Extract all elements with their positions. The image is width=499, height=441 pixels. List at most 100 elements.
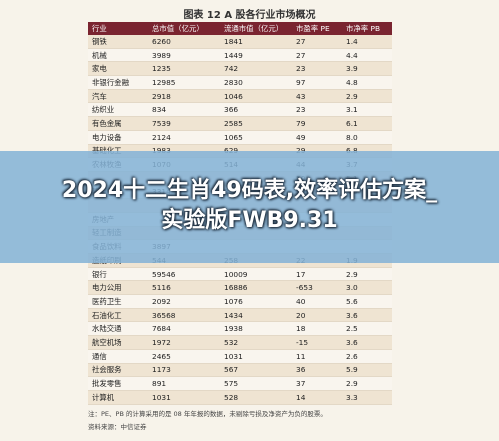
table-cell: 计算机 bbox=[88, 390, 148, 405]
table-cell: 3.1 bbox=[342, 102, 392, 117]
table-cell: 2092 bbox=[148, 294, 220, 309]
table-cell: 钢铁 bbox=[88, 35, 148, 49]
table-row: 电力设备 2124 1065 49 8.0 bbox=[88, 130, 392, 144]
table-cell: 1938 bbox=[220, 321, 292, 336]
table-cell: 3.0 bbox=[342, 280, 392, 295]
table-row: 非银行金融 12985 2830 97 4.8 bbox=[88, 75, 392, 90]
table-cell: 366 bbox=[220, 102, 292, 117]
table-cell: 2124 bbox=[148, 130, 220, 144]
table-cell: 2.9 bbox=[342, 376, 392, 391]
table-row: 银行 59546 10009 17 2.9 bbox=[88, 267, 392, 281]
table-cell: 3.6 bbox=[342, 335, 392, 350]
table-cell: 532 bbox=[220, 335, 292, 350]
table-cell: 1031 bbox=[148, 390, 220, 405]
header-float-cap: 流通市值（亿元） bbox=[220, 22, 292, 35]
table-row: 医药卫生 2092 1076 40 5.6 bbox=[88, 294, 392, 309]
table-row: 通信 2465 1031 11 2.6 bbox=[88, 349, 392, 363]
header-total-cap: 总市值（亿元） bbox=[148, 22, 220, 35]
header-pe: 市盈率 PE bbox=[292, 22, 342, 35]
table-cell: 2830 bbox=[220, 75, 292, 90]
table-cell: 43 bbox=[292, 89, 342, 103]
table-note: 注：PE、PB 的计算采用的是 08 年年报的数据，未剔除亏损及净资产为负的股票… bbox=[88, 410, 327, 418]
table-cell: 5.6 bbox=[342, 294, 392, 309]
table-cell: 5116 bbox=[148, 280, 220, 295]
table-cell: 6260 bbox=[148, 35, 220, 49]
table-cell: 社会服务 bbox=[88, 363, 148, 377]
table-cell: 机械 bbox=[88, 48, 148, 62]
table-cell: 528 bbox=[220, 390, 292, 405]
table-row: 钢铁 6260 1841 27 1.4 bbox=[88, 35, 392, 49]
table-cell: 2.9 bbox=[342, 89, 392, 103]
table-cell: 2.5 bbox=[342, 321, 392, 336]
table-cell: 742 bbox=[220, 61, 292, 76]
table-cell: 20 bbox=[292, 308, 342, 322]
table-row: 批发零售 891 575 37 2.9 bbox=[88, 376, 392, 391]
table-title: 图表 12 A 股各行业市场概况 bbox=[183, 10, 316, 21]
table-cell: 8.0 bbox=[342, 130, 392, 144]
table-row: 计算机 1031 528 14 3.3 bbox=[88, 390, 392, 405]
table-cell: 3989 bbox=[148, 48, 220, 62]
table-cell: 49 bbox=[292, 130, 342, 144]
table-row: 航空机场 1972 532 -15 3.6 bbox=[88, 335, 392, 350]
table-cell: 27 bbox=[292, 35, 342, 49]
table-cell: 2585 bbox=[220, 116, 292, 131]
table-row: 石油化工 36568 1434 20 3.6 bbox=[88, 308, 392, 322]
table-cell: -653 bbox=[292, 280, 342, 295]
overlay-line-2: 实验版FWB9.31 bbox=[161, 208, 338, 233]
table-cell: 36 bbox=[292, 363, 342, 377]
table-cell: 汽车 bbox=[88, 89, 148, 103]
table-cell: 18 bbox=[292, 321, 342, 336]
table-cell: 3.9 bbox=[342, 61, 392, 76]
table-row: 纺织业 834 366 23 3.1 bbox=[88, 102, 392, 117]
table-cell: 16886 bbox=[220, 280, 292, 295]
table-cell: 1065 bbox=[220, 130, 292, 144]
overlay-banner bbox=[0, 151, 499, 263]
table-row: 电力公用 5116 16886 -653 3.0 bbox=[88, 280, 392, 295]
overlay-line-1: 2024十二生肖49码表,效率评估方案_ bbox=[61, 178, 438, 203]
table-cell: 1031 bbox=[220, 349, 292, 363]
table-cell: 27 bbox=[292, 48, 342, 62]
table-cell: -15 bbox=[292, 335, 342, 350]
table-row: 家电 1235 742 23 3.9 bbox=[88, 61, 392, 76]
table-cell: 11 bbox=[292, 349, 342, 363]
table-row: 汽车 2918 1046 43 2.9 bbox=[88, 89, 392, 103]
table-cell: 97 bbox=[292, 75, 342, 90]
table-cell: 有色金属 bbox=[88, 116, 148, 131]
table-cell: 1449 bbox=[220, 48, 292, 62]
table-cell: 1076 bbox=[220, 294, 292, 309]
table-cell: 567 bbox=[220, 363, 292, 377]
table-cell: 79 bbox=[292, 116, 342, 131]
table-header-row: 行业 总市值（亿元） 流通市值（亿元） 市盈率 PE 市净率 PB bbox=[88, 22, 392, 35]
table-cell: 891 bbox=[148, 376, 220, 391]
table-cell: 834 bbox=[148, 102, 220, 117]
table-cell: 电力公用 bbox=[88, 280, 148, 295]
table-cell: 2918 bbox=[148, 89, 220, 103]
table-cell: 水陆交通 bbox=[88, 321, 148, 336]
table-cell: 电力设备 bbox=[88, 130, 148, 144]
table-cell: 1046 bbox=[220, 89, 292, 103]
overlay-headline: 2024十二生肖49码表,效率评估方案_ 实验版FWB9.31 bbox=[0, 176, 499, 236]
table-row: 社会服务 1173 567 36 5.9 bbox=[88, 363, 392, 377]
table-cell: 59546 bbox=[148, 267, 220, 281]
table-cell: 1434 bbox=[220, 308, 292, 322]
table-row: 有色金属 7539 2585 79 6.1 bbox=[88, 116, 392, 131]
table-cell: 银行 bbox=[88, 267, 148, 281]
table-cell: 批发零售 bbox=[88, 376, 148, 391]
table-cell: 7684 bbox=[148, 321, 220, 336]
table-row: 机械 3989 1449 27 4.4 bbox=[88, 48, 392, 62]
table-cell: 4.4 bbox=[342, 48, 392, 62]
table-cell: 36568 bbox=[148, 308, 220, 322]
table-cell: 14 bbox=[292, 390, 342, 405]
table-cell: 石油化工 bbox=[88, 308, 148, 322]
table-cell: 4.8 bbox=[342, 75, 392, 90]
table-source: 资料来源：中信证券 bbox=[88, 423, 147, 431]
table-cell: 40 bbox=[292, 294, 342, 309]
table-cell: 575 bbox=[220, 376, 292, 391]
table-cell: 3.3 bbox=[342, 390, 392, 405]
table-cell: 1972 bbox=[148, 335, 220, 350]
table-cell: 医药卫生 bbox=[88, 294, 148, 309]
table-cell: 1173 bbox=[148, 363, 220, 377]
table-row: 水陆交通 7684 1938 18 2.5 bbox=[88, 321, 392, 336]
table-cell: 23 bbox=[292, 102, 342, 117]
table-cell: 3.6 bbox=[342, 308, 392, 322]
